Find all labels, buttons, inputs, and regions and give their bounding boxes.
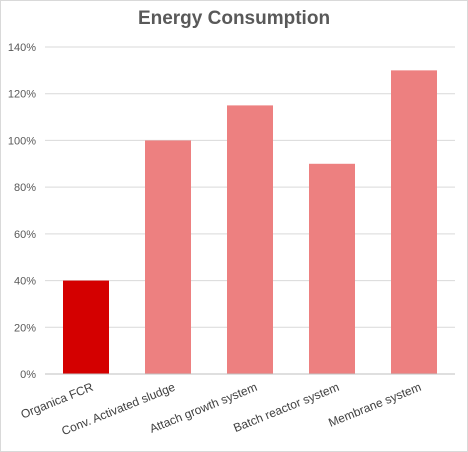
y-tick-label: 20%: [14, 322, 36, 334]
bar: [391, 70, 437, 374]
y-tick-label: 120%: [8, 89, 36, 101]
y-tick-label: 0%: [20, 369, 36, 381]
y-tick-label: 100%: [8, 135, 36, 147]
y-tick-label: 80%: [14, 182, 36, 194]
y-tick-label: 60%: [14, 229, 36, 241]
bars: [63, 70, 437, 375]
y-tick-label: 40%: [14, 276, 36, 288]
bar: [309, 163, 355, 374]
bar: [63, 280, 109, 374]
y-axis-tick-labels: 0% 20% 40% 60% 80% 100% 120% 140%: [8, 42, 36, 381]
y-tick-label: 140%: [8, 42, 36, 54]
x-category-label: Membrane system: [326, 380, 423, 430]
bar: [227, 105, 273, 375]
bar: [145, 140, 191, 374]
chart-title: Energy Consumption: [137, 8, 331, 29]
